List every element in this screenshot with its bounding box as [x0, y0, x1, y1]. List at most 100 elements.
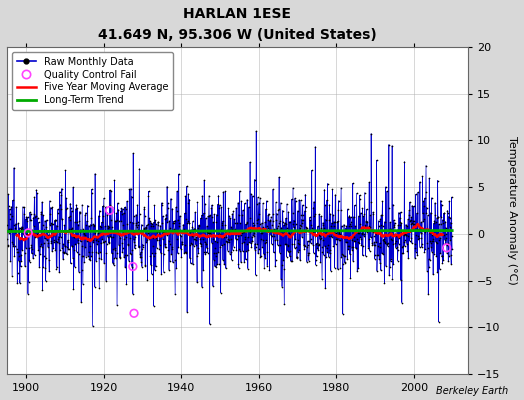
Point: [412, 248, 420, 255]
Point: [341, 260, 349, 266]
Point: [60, 248, 68, 255]
Point: [88, 186, 96, 192]
Point: [295, 247, 303, 253]
Point: [380, 280, 389, 286]
Point: [429, 238, 437, 244]
Point: [408, 220, 417, 227]
Point: [440, 210, 449, 216]
Point: [16, 263, 25, 270]
Point: [31, 212, 40, 219]
Point: [331, 192, 340, 198]
Point: [316, 232, 324, 239]
Point: [389, 201, 397, 208]
Point: [99, 239, 107, 245]
Point: [29, 230, 37, 237]
Point: [219, 218, 227, 225]
Point: [247, 244, 256, 250]
Point: [8, 239, 17, 246]
Point: [88, 249, 96, 256]
Point: [332, 236, 340, 242]
Point: [378, 223, 387, 229]
Point: [356, 234, 365, 240]
Point: [297, 197, 305, 204]
Point: [176, 232, 184, 238]
Point: [443, 210, 452, 216]
Point: [358, 252, 367, 259]
Point: [119, 228, 128, 235]
Point: [317, 213, 325, 219]
Point: [369, 210, 378, 217]
Point: [196, 215, 205, 221]
Point: [270, 233, 278, 239]
Point: [379, 237, 388, 243]
Point: [330, 231, 338, 238]
Point: [318, 276, 326, 282]
Point: [319, 236, 327, 243]
Point: [313, 240, 321, 246]
Point: [156, 227, 164, 233]
Point: [434, 318, 443, 325]
Point: [107, 224, 116, 230]
Point: [409, 220, 418, 227]
Point: [47, 238, 56, 244]
Point: [136, 251, 144, 257]
Point: [303, 259, 311, 265]
Point: [368, 240, 376, 246]
Point: [240, 259, 248, 266]
Point: [436, 221, 445, 227]
Point: [248, 238, 256, 244]
Point: [380, 238, 388, 244]
Point: [27, 244, 36, 250]
Point: [389, 217, 398, 224]
Point: [378, 212, 386, 218]
Point: [348, 180, 357, 187]
Point: [235, 188, 244, 194]
Point: [45, 268, 53, 275]
Point: [431, 238, 440, 245]
Point: [191, 228, 199, 234]
Point: [401, 232, 410, 238]
Point: [268, 222, 277, 228]
Point: [266, 217, 275, 223]
Point: [34, 247, 42, 253]
Point: [253, 240, 261, 247]
Point: [104, 225, 113, 232]
Point: [281, 241, 289, 248]
Point: [343, 239, 351, 245]
Point: [212, 253, 220, 260]
Point: [443, 250, 451, 257]
Point: [222, 234, 231, 240]
Point: [274, 223, 282, 229]
Point: [329, 242, 337, 249]
Point: [32, 234, 41, 240]
Point: [145, 188, 153, 194]
Point: [90, 222, 98, 228]
Point: [279, 256, 288, 263]
Point: [363, 206, 371, 213]
Point: [381, 240, 389, 246]
Point: [119, 222, 127, 228]
Point: [200, 177, 209, 184]
Point: [116, 255, 125, 261]
Point: [439, 220, 447, 226]
Point: [214, 205, 223, 211]
Point: [326, 211, 334, 217]
Point: [228, 247, 237, 253]
Point: [123, 221, 132, 228]
Point: [68, 243, 77, 250]
Point: [239, 207, 247, 214]
Point: [201, 200, 209, 207]
Point: [329, 212, 337, 218]
Point: [130, 310, 138, 316]
Point: [294, 249, 302, 255]
Point: [99, 203, 107, 210]
Point: [193, 279, 201, 286]
Point: [44, 244, 52, 250]
Point: [353, 268, 362, 274]
Point: [183, 309, 191, 315]
Point: [272, 210, 281, 217]
Point: [390, 224, 398, 230]
Point: [321, 216, 330, 223]
Point: [136, 254, 145, 260]
Point: [374, 242, 382, 249]
